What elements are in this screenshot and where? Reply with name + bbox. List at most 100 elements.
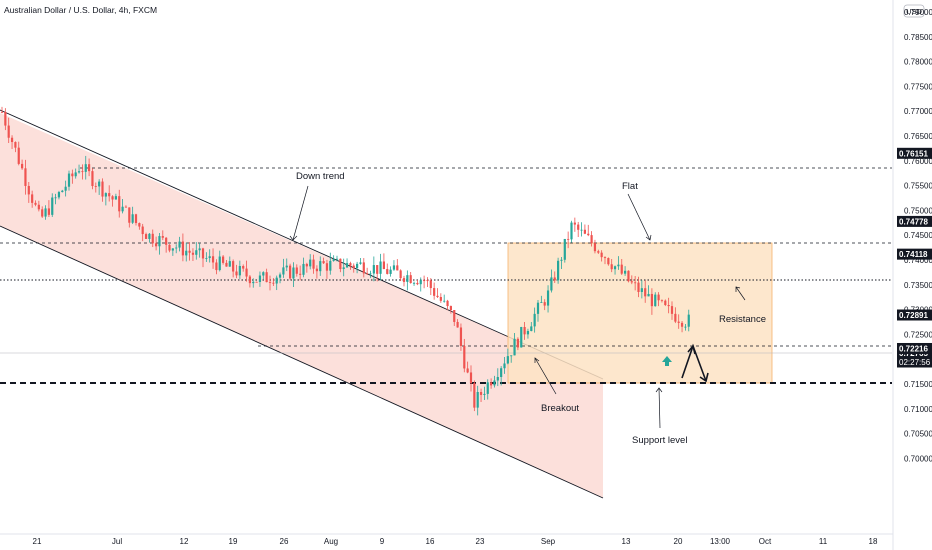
projection-up-head [687, 344, 696, 355]
candle-body [650, 293, 653, 307]
candle-body [158, 236, 161, 247]
candle-body [553, 277, 556, 281]
candle-body [469, 372, 473, 384]
candle-body [201, 248, 205, 259]
candle-body [322, 261, 325, 264]
candle-body [329, 260, 332, 271]
candle-body [476, 391, 479, 408]
candle-body [637, 282, 640, 292]
price-tag-label: 0.76151 [899, 149, 928, 158]
price-level-tag[interactable] [897, 147, 932, 159]
x-tick-label: 21 [33, 537, 42, 546]
price-level-tag[interactable] [897, 342, 932, 354]
candle-body [245, 268, 248, 277]
candle-body [81, 171, 84, 173]
candle-body [205, 258, 208, 259]
projection-down-head [699, 372, 709, 383]
candle-body [319, 261, 322, 272]
candle-body [613, 266, 617, 270]
candle-body [490, 382, 493, 386]
candle-body [583, 229, 586, 234]
candle-body [466, 368, 469, 373]
candle-body [617, 264, 620, 267]
candle-body [630, 281, 633, 283]
candle-body [634, 282, 637, 284]
price-level-tag[interactable] [897, 309, 932, 321]
candle-body [175, 247, 178, 249]
support-pointer-head [655, 387, 663, 393]
channel-lower-line[interactable] [0, 225, 604, 499]
x-tick-label: Jul [112, 537, 122, 546]
candle-body [252, 281, 255, 284]
candle-body [51, 197, 54, 215]
candle-body [24, 168, 27, 186]
candle-body [111, 196, 114, 200]
flat-pointer[interactable] [627, 193, 651, 241]
annotation-down-trend: Down trend [296, 171, 345, 182]
candle-body [647, 293, 650, 297]
y-tick-label: 0.76500 [904, 132, 932, 141]
y-tick-label: 0.74500 [904, 231, 932, 240]
candle-body [392, 265, 396, 270]
breakout-pointer[interactable] [534, 357, 557, 395]
candle-body [526, 331, 530, 335]
candle-body [382, 261, 385, 270]
candle-body [91, 171, 94, 187]
candle-body [165, 237, 168, 245]
candle-body [436, 295, 439, 298]
price-level-tag[interactable] [897, 215, 932, 227]
currency-badge[interactable] [903, 4, 925, 18]
candle-body [443, 300, 446, 302]
candle-body [185, 250, 188, 256]
candle-body [7, 125, 10, 138]
candle-body [275, 277, 278, 284]
candle-body [620, 264, 623, 274]
candle-body [272, 282, 275, 284]
candle-body [248, 276, 251, 284]
candle-body [667, 305, 670, 307]
down-trend-pointer[interactable] [292, 185, 309, 241]
candle-body [362, 262, 365, 274]
candle-body [67, 173, 71, 187]
candle-body [151, 233, 154, 244]
candle-body [77, 171, 81, 173]
annotation-resistance: Resistance [719, 314, 766, 325]
candle-body [195, 250, 198, 255]
flat-pointer-head [645, 234, 652, 241]
candle-body [463, 345, 466, 369]
candle-body [654, 294, 657, 307]
price-axis[interactable]: USD 0.79000 0.78500 0.78000 0.77500 0.77000 0… [892, 0, 932, 550]
candle-body [258, 275, 262, 282]
breakout-pointer-head [534, 357, 540, 363]
resistance-pointer[interactable] [735, 286, 746, 301]
candle-body [47, 208, 50, 215]
candle-body [235, 271, 238, 276]
support-pointer[interactable] [658, 387, 661, 429]
candle-body [345, 263, 349, 268]
candle-body [627, 270, 630, 282]
y-tick-label: 0.77000 [904, 107, 932, 116]
candle-body [104, 193, 107, 197]
candle-body [352, 265, 355, 268]
candle-body [198, 248, 201, 251]
price-level-tag[interactable] [897, 248, 932, 260]
currency-badge-label: USD [906, 7, 922, 16]
candle-body [366, 273, 369, 275]
candle-body [232, 261, 235, 272]
candle-body [600, 252, 603, 258]
channel-upper-line[interactable] [0, 109, 604, 380]
y-tick-label: 0.76000 [904, 157, 932, 166]
candle-body [677, 321, 680, 323]
time-axis[interactable]: 21 Jul 12 19 26 Aug 9 16 23 Sep 13 20 13:00 Oct 11 18 [0, 533, 893, 546]
candle-body [238, 266, 241, 276]
candle-body [128, 207, 131, 223]
candle-body [670, 306, 674, 314]
down-trend-pointer-head [289, 235, 298, 241]
flat-range-box[interactable] [507, 242, 773, 384]
candle-body [533, 313, 536, 327]
y-tick-label: 0.77500 [904, 82, 932, 91]
down-trend-channel-fill [0, 113, 603, 498]
candle-body [71, 173, 74, 177]
y-tick-label: 0.70500 [904, 430, 932, 439]
